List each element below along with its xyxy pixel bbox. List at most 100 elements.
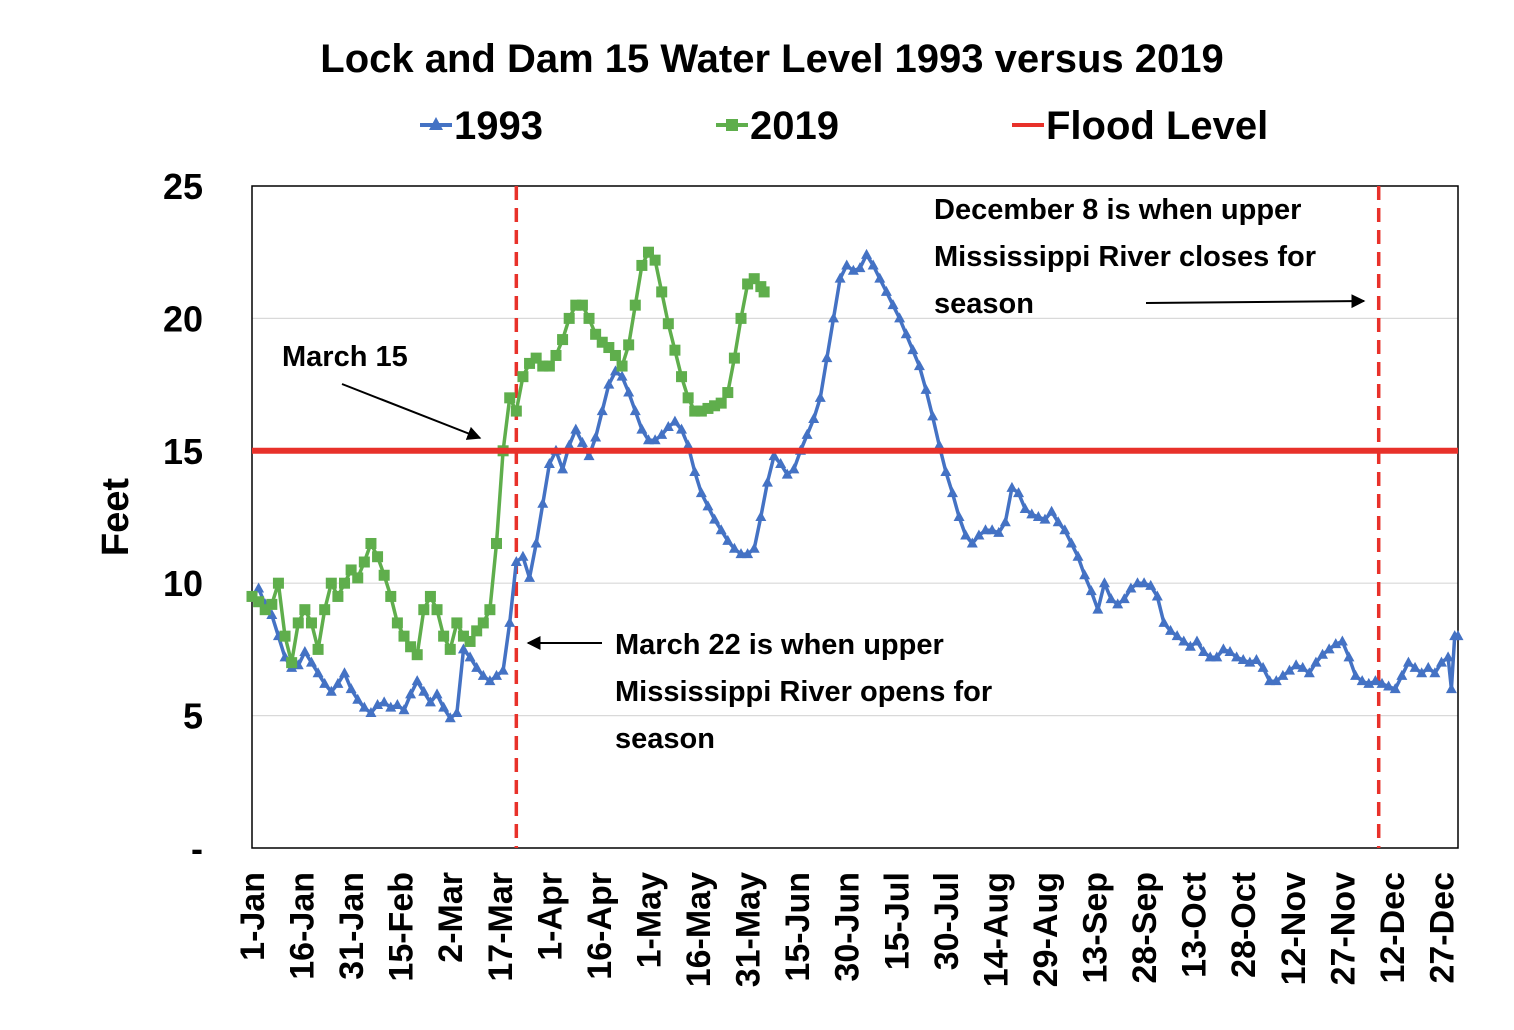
data-point-1993 — [1059, 524, 1071, 535]
data-point-2019 — [411, 649, 423, 661]
march-22-text-line-1: March 22 is when upper — [615, 629, 944, 661]
data-point-1993 — [583, 450, 595, 461]
data-point-1993 — [1257, 661, 1269, 672]
data-point-1993 — [530, 537, 542, 548]
data-point-1993 — [986, 524, 998, 535]
data-point-2019 — [451, 617, 463, 629]
series-line-2019 — [250, 250, 766, 665]
data-point-1993 — [1032, 511, 1044, 521]
data-point-2019 — [728, 352, 740, 364]
legend-entry-2019: 2019 — [716, 104, 839, 148]
legend-label-1993: 1993 — [454, 104, 543, 148]
data-point-1993 — [1303, 667, 1315, 678]
data-point-2019 — [702, 402, 714, 414]
data-point-1993 — [1350, 669, 1362, 680]
data-point-2019 — [299, 604, 311, 616]
data-point-1993 — [405, 688, 417, 699]
data-point-2019 — [583, 312, 595, 324]
data-point-1993 — [1052, 516, 1064, 527]
data-point-1993 — [1396, 669, 1408, 680]
data-point-2019 — [722, 387, 734, 399]
data-point-2019 — [457, 630, 469, 642]
data-point-1993 — [887, 299, 899, 310]
data-point-2019 — [557, 334, 569, 346]
data-point-1993 — [1356, 675, 1368, 686]
y-tick-label: 25 — [163, 166, 203, 207]
data-point-1993 — [755, 511, 767, 521]
data-point-1993 — [1336, 635, 1348, 646]
data-point-2019 — [246, 590, 258, 602]
x-tick-label: 28-Sep — [1126, 872, 1164, 984]
data-point-1993 — [900, 328, 912, 339]
data-point-1993 — [993, 526, 1005, 537]
december-8-text-line-1: December 8 is when upper — [934, 194, 1301, 226]
data-point-2019 — [530, 352, 542, 364]
data-point-1993 — [391, 699, 403, 710]
data-point-2019 — [339, 577, 351, 589]
x-tick-label: 17-Mar — [482, 872, 520, 982]
data-point-1993 — [669, 415, 681, 426]
data-point-2019 — [596, 336, 608, 348]
data-point-2019 — [405, 641, 417, 653]
data-point-2019 — [312, 643, 324, 655]
data-point-1993 — [517, 550, 529, 561]
data-point-1993 — [563, 439, 575, 450]
data-point-1993 — [1317, 648, 1329, 659]
data-point-1993 — [927, 410, 939, 421]
legend: 1993 2019 Flood Level — [420, 104, 1268, 148]
data-point-1993 — [1429, 667, 1441, 678]
x-tick-label: 13-Oct — [1176, 872, 1214, 978]
data-point-1993 — [305, 656, 317, 667]
march-15-text: March 15 — [282, 341, 408, 373]
data-point-1993 — [1330, 638, 1342, 649]
data-point-1993 — [1138, 577, 1150, 588]
legend-triangle-marker — [429, 117, 443, 130]
data-point-1993 — [365, 706, 377, 717]
data-point-1993 — [444, 712, 456, 723]
data-point-2019 — [292, 617, 304, 629]
data-point-1993 — [477, 669, 489, 680]
data-point-1993 — [828, 312, 840, 323]
data-point-1993 — [636, 423, 648, 434]
data-point-1993 — [576, 436, 588, 447]
data-point-1993 — [266, 608, 278, 619]
data-point-2019 — [649, 254, 661, 266]
data-point-1993 — [372, 699, 384, 710]
data-point-1993 — [689, 465, 701, 476]
data-point-1993 — [1452, 630, 1464, 641]
data-point-1993 — [1244, 656, 1256, 667]
data-point-1993 — [385, 701, 397, 712]
data-point-1993 — [1402, 656, 1414, 667]
data-point-1993 — [834, 272, 846, 283]
data-point-1993 — [424, 696, 436, 707]
data-point-1993 — [1217, 643, 1229, 654]
data-point-1993 — [1125, 582, 1137, 593]
data-point-2019 — [319, 604, 331, 616]
reference-lines — [514, 186, 1381, 848]
data-point-2019 — [550, 349, 562, 361]
x-tick-label: 2-Mar — [432, 872, 470, 963]
data-point-1993 — [352, 693, 364, 704]
data-point-1993 — [471, 661, 483, 672]
data-point-2019 — [629, 299, 641, 311]
data-point-1993 — [1445, 683, 1457, 694]
data-point-1993 — [1277, 669, 1289, 680]
data-point-2019 — [471, 625, 483, 637]
legend-entry-1993: 1993 — [420, 104, 543, 148]
series-layer — [246, 246, 1464, 723]
data-point-1993 — [1098, 577, 1110, 588]
data-point-1993 — [1323, 643, 1335, 654]
data-point-1993 — [946, 487, 958, 498]
data-point-1993 — [854, 262, 866, 273]
data-point-2019 — [418, 604, 430, 616]
y-tick-label: 5 — [183, 696, 203, 737]
x-tick-label: 13-Sep — [1077, 872, 1115, 984]
december-8-text-line-3: season — [934, 288, 1034, 320]
march-22-annotation: March 22 is when upper Mississippi River… — [526, 629, 992, 755]
data-point-1993 — [1145, 579, 1157, 590]
data-point-2019 — [609, 349, 621, 361]
data-point-1993 — [590, 431, 602, 442]
data-point-1993 — [867, 259, 879, 270]
data-point-1993 — [629, 405, 641, 416]
data-point-1993 — [1079, 569, 1091, 580]
